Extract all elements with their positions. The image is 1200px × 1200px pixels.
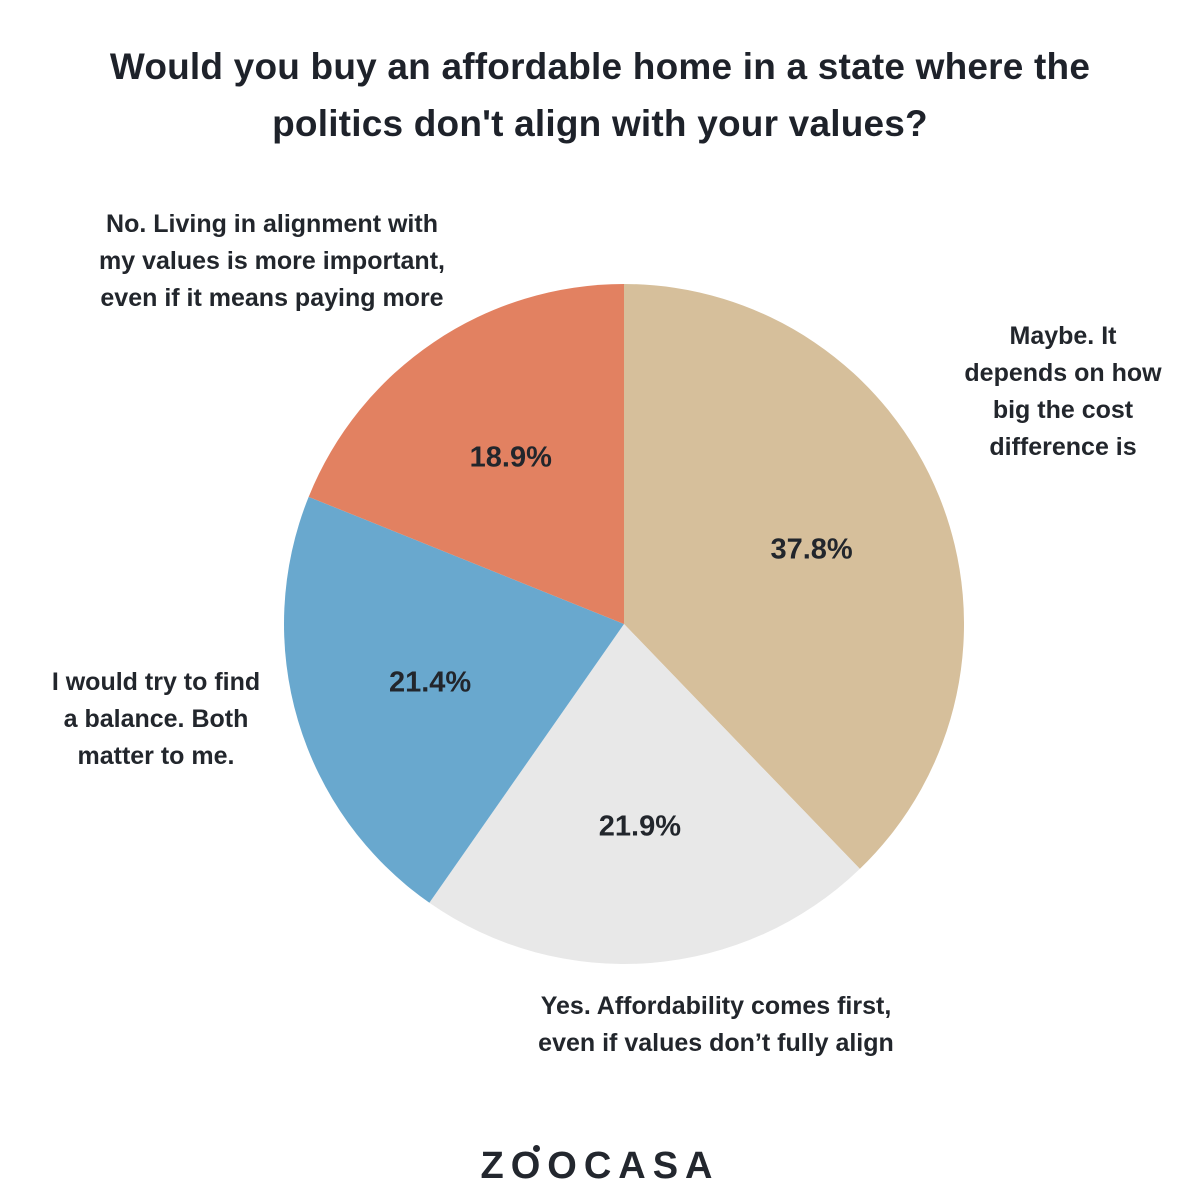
pie-slice-2: [284, 496, 624, 903]
zoocasa-logo: ZO OCASA: [0, 1145, 1200, 1187]
callout-no-slice-label: No. Living in alignment with my values i…: [99, 210, 445, 312]
pie-slice-0: [624, 284, 965, 869]
pie-percent-label-2: 21.4%: [389, 667, 471, 699]
pie-slice-1: [429, 624, 860, 965]
logo-dot-icon: [533, 1145, 541, 1152]
callout-yes-slice-label: Yes. Affordability comes first, even if …: [538, 992, 894, 1057]
zoocasa-logo-part2: OCASA: [547, 1145, 720, 1187]
pie-percent-label-3: 18.9%: [470, 441, 552, 473]
pie-percent-label-0: 37.8%: [770, 533, 852, 565]
callout-maybe-slice-label: Maybe. It depends on how big the cost di…: [964, 322, 1162, 461]
pie-slice-3: [308, 284, 624, 624]
pie-chart-svg: 37.8% 21.9% 21.4% 18.9%: [284, 284, 965, 965]
pie-chart: 37.8% 21.9% 21.4% 18.9%: [284, 284, 965, 965]
zoocasa-logo-part1: ZO: [480, 1145, 548, 1187]
callout-balance-slice-label: I would try to find a balance. Both matt…: [51, 668, 261, 770]
pie-percent-label-1: 21.9%: [599, 811, 681, 843]
chart-title: Would you buy an affordable home in a st…: [109, 46, 1091, 144]
